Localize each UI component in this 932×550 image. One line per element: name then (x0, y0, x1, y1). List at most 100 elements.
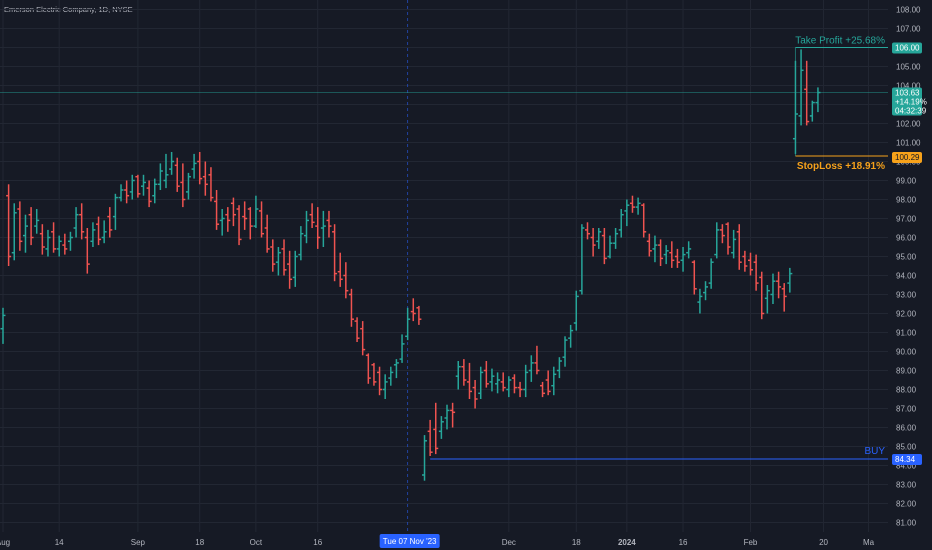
x-tick-label: 20 (819, 538, 828, 547)
ohlc-bar (17, 201, 22, 250)
ohlc-bar (203, 162, 208, 196)
crosshair-date-label: Tue 07 Nov '23 (383, 537, 437, 546)
ohlc-bar (270, 239, 275, 271)
ohlc-bar (388, 367, 393, 386)
y-tick-label: 101.00 (896, 139, 921, 148)
ohlc-bar (57, 236, 62, 257)
x-tick-label: Oct (250, 538, 263, 547)
ohlc-bar (630, 196, 635, 213)
y-tick-label: 82.00 (896, 500, 917, 509)
ohlc-bar (720, 224, 725, 243)
ohlc-bar (12, 203, 17, 260)
stop-loss-price-tag-text: 100.29 (895, 153, 920, 162)
ohlc-bar (214, 190, 219, 230)
ohlc-bar (574, 291, 579, 331)
ohlc-bar (79, 203, 84, 239)
ohlc-bar (501, 372, 506, 391)
ohlc-bar (405, 308, 410, 340)
ohlc-bar (703, 281, 708, 300)
time-axis: Aug14Sep18Oct16Dec18202416Feb20MaTue 07 … (0, 534, 875, 548)
ohlc-bar (450, 403, 455, 428)
ohlc-bar (467, 363, 472, 399)
ohlc-bar (141, 175, 146, 196)
ohlc-bar (163, 154, 168, 188)
y-tick-label: 97.00 (896, 215, 917, 224)
current-price-tag-text: +14.19% (895, 98, 927, 107)
ohlc-bar (759, 272, 764, 320)
y-tick-label: 107.00 (896, 25, 921, 34)
x-tick-label: 18 (572, 538, 581, 547)
ohlc-bar (484, 361, 489, 388)
ohlc-bar (248, 207, 253, 239)
x-tick-label: 16 (679, 538, 688, 547)
ohlc-bar (473, 380, 478, 409)
ohlc-bar (546, 371, 551, 396)
ohlc-bar (681, 247, 686, 272)
ohlc-bar (332, 224, 337, 281)
ohlc-bar (709, 258, 714, 288)
ohlc-bar (366, 353, 371, 383)
ohlc-bar (664, 245, 669, 264)
ohlc-bar (360, 321, 365, 355)
ohlc-bar (197, 152, 202, 184)
ohlc-bar (169, 152, 174, 175)
buy-label: BUY (864, 446, 885, 457)
annotations: Take Profit +25.68% StopLoss +18.91% BUY (795, 36, 885, 458)
ohlc-bar (669, 241, 674, 268)
ohlc-bar (326, 211, 331, 238)
ohlc-bar (135, 175, 140, 198)
ohlc-bar (383, 374, 388, 399)
ohlc-bar (591, 228, 596, 257)
ohlc-bar (607, 236, 612, 259)
ohlc-bar (220, 209, 225, 236)
ohlc-bar (394, 359, 399, 378)
ohlc-bar (6, 184, 11, 266)
x-tick-label: 14 (55, 538, 64, 547)
ohlc-bar (298, 226, 303, 260)
ohlc-bar (495, 372, 500, 393)
ohlc-bar (675, 249, 680, 268)
ohlc-bar (62, 234, 67, 255)
ohlc-bar (489, 369, 494, 392)
y-tick-label: 87.00 (896, 405, 917, 414)
ohlc-bar (765, 285, 770, 314)
x-tick-label: Dec (502, 538, 516, 547)
ohlc-bar (416, 306, 421, 325)
ohlc-bar (799, 49, 804, 125)
ohlc-bar (23, 215, 28, 253)
ohlc-bar (568, 325, 573, 348)
ohlc-bar (208, 167, 213, 201)
ohlc-bar (742, 251, 747, 272)
ohlc-bar (478, 367, 483, 399)
y-tick-label: 93.00 (896, 291, 917, 300)
y-tick-label: 88.00 (896, 386, 917, 395)
ohlc-bar (107, 207, 112, 237)
y-tick-label: 108.00 (896, 6, 921, 15)
ohlc-bar (338, 253, 343, 287)
ohlc-bar (242, 201, 247, 230)
ohlc-bar (29, 207, 34, 245)
ohlc-bar (697, 289, 702, 314)
ohlc-bar (237, 205, 242, 245)
ohlc-bar (253, 196, 258, 228)
ohlc-bar (310, 203, 315, 228)
current-price-tag-text: 103.63 (895, 89, 920, 98)
stop-loss-label: StopLoss +18.91% (797, 161, 885, 172)
y-tick-label: 96.00 (896, 234, 917, 243)
ohlc-bar (355, 317, 360, 342)
ohlc-bar (158, 163, 163, 190)
y-tick-label: 83.00 (896, 481, 917, 490)
ohlc-bar (422, 435, 427, 481)
ohlc-bar (461, 359, 466, 386)
ohlc-bar (523, 365, 528, 397)
ohlc-bar (304, 211, 309, 243)
ohlc-bar (658, 239, 663, 266)
ohlc-bar (652, 236, 657, 263)
ohlc-bar (186, 173, 191, 200)
ohlc-bar (557, 357, 562, 378)
y-tick-label: 86.00 (896, 424, 917, 433)
ohlc-bar (737, 224, 742, 270)
ohlc-bar (96, 217, 101, 246)
ohlc-bar (34, 209, 39, 234)
